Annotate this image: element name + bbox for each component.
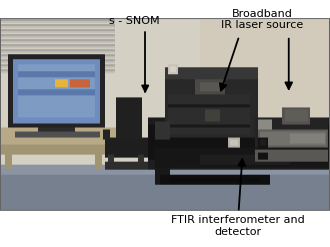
Text: s - SNOM: s - SNOM [109, 16, 159, 92]
Text: FTIR interferometer and
detector: FTIR interferometer and detector [171, 159, 305, 237]
Text: Broadband
IR laser source: Broadband IR laser source [221, 9, 304, 30]
